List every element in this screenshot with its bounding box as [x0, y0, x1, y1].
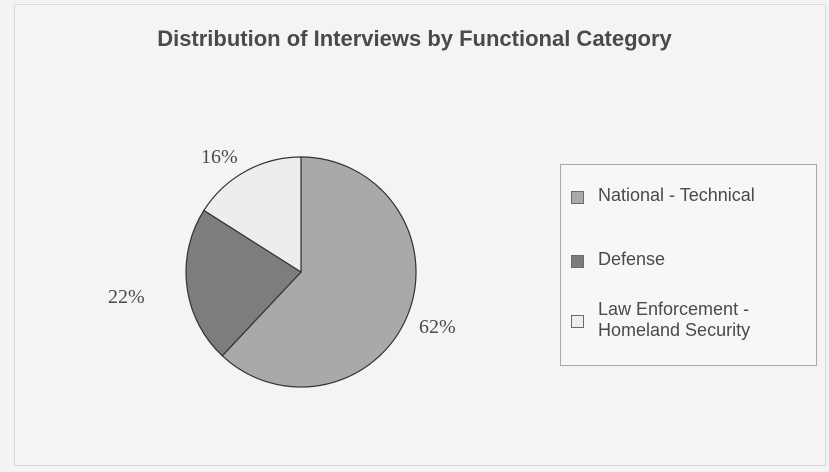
legend-item-defense: Defense — [571, 249, 665, 270]
pie-slice-1 — [185, 209, 302, 357]
slice-label-defense: 22% — [108, 286, 145, 308]
legend-swatch-defense — [571, 255, 584, 268]
legend-item-law-enforcement: Law Enforcement - Homeland Security — [571, 299, 750, 341]
legend-label-defense: Defense — [598, 249, 666, 269]
legend-swatch-national-technical — [571, 191, 584, 204]
legend-label-law-enforcement: Law Enforcement - Homeland Security — [598, 299, 751, 340]
slice-label-national-technical: 62% — [419, 316, 456, 338]
legend-swatch-law-enforcement — [571, 315, 584, 328]
pie-slice-0 — [221, 156, 417, 388]
legend-label-national-technical: National - Technical — [598, 185, 755, 205]
legend-item-national-technical: National - Technical — [571, 185, 755, 206]
pie-slice-2 — [203, 156, 302, 274]
slice-label-law-enforcement: 16% — [201, 146, 238, 168]
chart-title: Distribution of Interviews by Functional… — [157, 26, 672, 51]
legend: National - Technical Defense Law Enforce… — [560, 164, 817, 366]
